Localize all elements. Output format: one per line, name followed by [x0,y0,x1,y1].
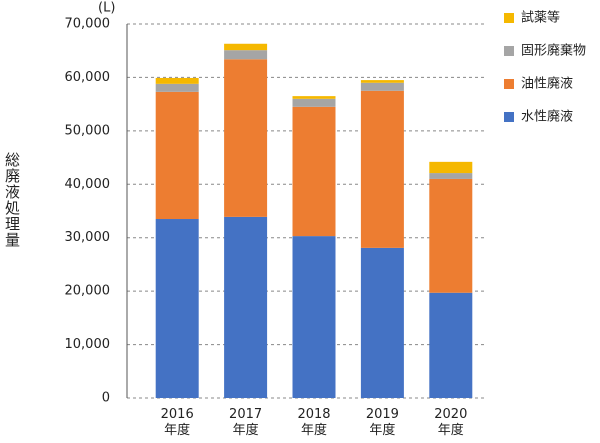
y-tick-label: 0 [102,391,110,406]
legend-label: 油性廃液 [521,76,573,92]
y-tick-label: 10,000 [65,337,111,352]
y-axis-label: 総廃液処理量 [3,152,21,248]
bar-segment [292,98,336,107]
bar-segment [292,106,336,237]
bar-segment [224,43,268,51]
legend-swatch [504,13,514,23]
bar-segment [360,82,404,91]
bar-segment [360,247,404,398]
bar-segment [155,83,199,92]
bar-segment [224,216,268,398]
bar-segment [429,292,473,398]
y-tick-label: 40,000 [65,177,111,192]
bar-segment [155,77,199,84]
y-tick-label: 70,000 [65,17,111,32]
y-tick-label: 30,000 [65,230,111,245]
bar-segment [360,90,404,248]
legend-label: 水性廃液 [521,109,573,125]
bar-segment [429,173,473,179]
bar-segment [155,219,199,398]
x-tick-label: 2016年度 [160,407,194,438]
legend-label: 固形廃棄物 [521,43,586,59]
legend-swatch [504,46,514,56]
y-tick-label: 60,000 [65,70,111,85]
x-tick-label: 2017年度 [229,407,263,438]
x-tick-label: 2020年度 [434,407,468,438]
legend-swatch [504,112,514,122]
y-tick-label: 50,000 [65,123,111,138]
bar-segment [155,91,199,220]
x-tick-label: 2019年度 [365,407,399,438]
bar-segment [224,50,268,60]
bar-segment [429,161,473,174]
legend-label: 試薬等 [521,10,560,26]
bar-segment [292,236,336,398]
legend-swatch [504,79,514,89]
bar-segment [429,178,473,293]
bar-segment [224,59,268,217]
bar-segment [292,96,336,99]
unit-label: (L) [98,1,115,16]
bar-segment [360,80,404,83]
x-tick-label: 2018年度 [297,407,331,438]
y-tick-label: 20,000 [65,284,111,299]
